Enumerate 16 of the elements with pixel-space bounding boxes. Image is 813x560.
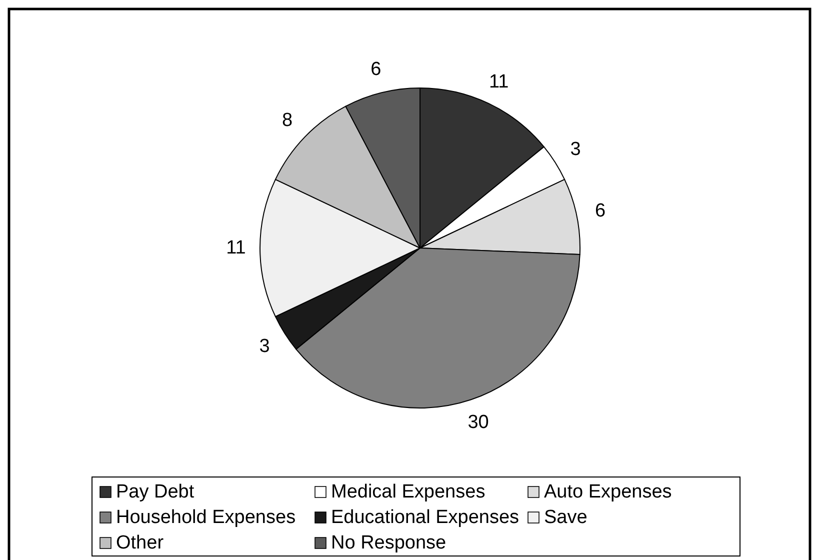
data-label: 3 [259,336,270,357]
data-label: 6 [594,200,606,222]
legend-label: Household Expenses [116,507,296,528]
data-label: 8 [282,110,293,132]
legend-label: Save [544,507,588,528]
data-label: 11 [489,71,509,92]
legend-label: No Response [331,532,446,554]
legend-label: Pay Debt [116,482,195,502]
legend-label: Auto Expenses [544,482,672,502]
legend-label: Educational Expenses [331,507,520,528]
data-label: 30 [468,412,489,434]
data-label: 6 [370,58,382,80]
data-label: 11 [226,238,246,258]
data-label: 3 [570,139,581,160]
legend-label: Other [116,532,164,554]
legend-label: Medical Expenses [331,482,486,502]
